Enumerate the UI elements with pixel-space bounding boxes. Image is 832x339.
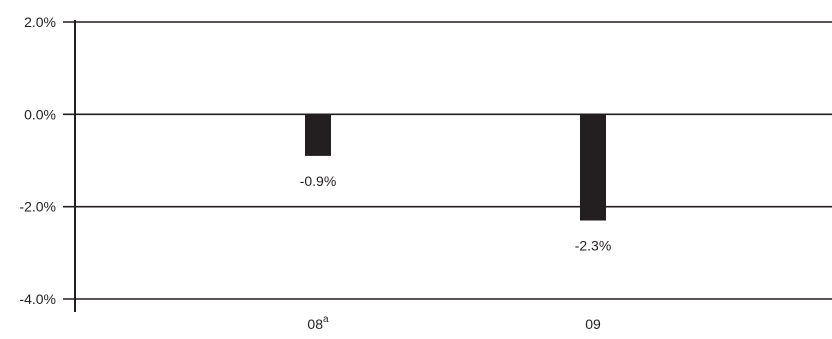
x-category-label: 08a bbox=[307, 314, 329, 332]
x-category-footnote-marker: a bbox=[323, 314, 329, 325]
x-category-text: 08 bbox=[307, 316, 323, 332]
data-label: -2.3% bbox=[575, 238, 612, 254]
y-tick-label: -2.0% bbox=[19, 199, 56, 215]
x-axis-categories: 08a 09 bbox=[307, 314, 601, 332]
y-tick-label: -4.0% bbox=[19, 291, 56, 307]
y-tick-label: 0.0% bbox=[24, 106, 56, 122]
data-labels: -0.9% -2.3% bbox=[300, 173, 612, 254]
bar-09 bbox=[580, 114, 606, 221]
bars bbox=[305, 114, 606, 221]
x-category-label: 09 bbox=[585, 316, 601, 332]
bar-08 bbox=[305, 114, 331, 156]
x-category-text: 09 bbox=[585, 316, 601, 332]
y-axis-ticks: 2.0% 0.0% -2.0% -4.0% bbox=[19, 14, 56, 307]
y-tick-label: 2.0% bbox=[24, 14, 56, 30]
data-label: -0.9% bbox=[300, 173, 337, 189]
gridlines bbox=[63, 21, 832, 300]
